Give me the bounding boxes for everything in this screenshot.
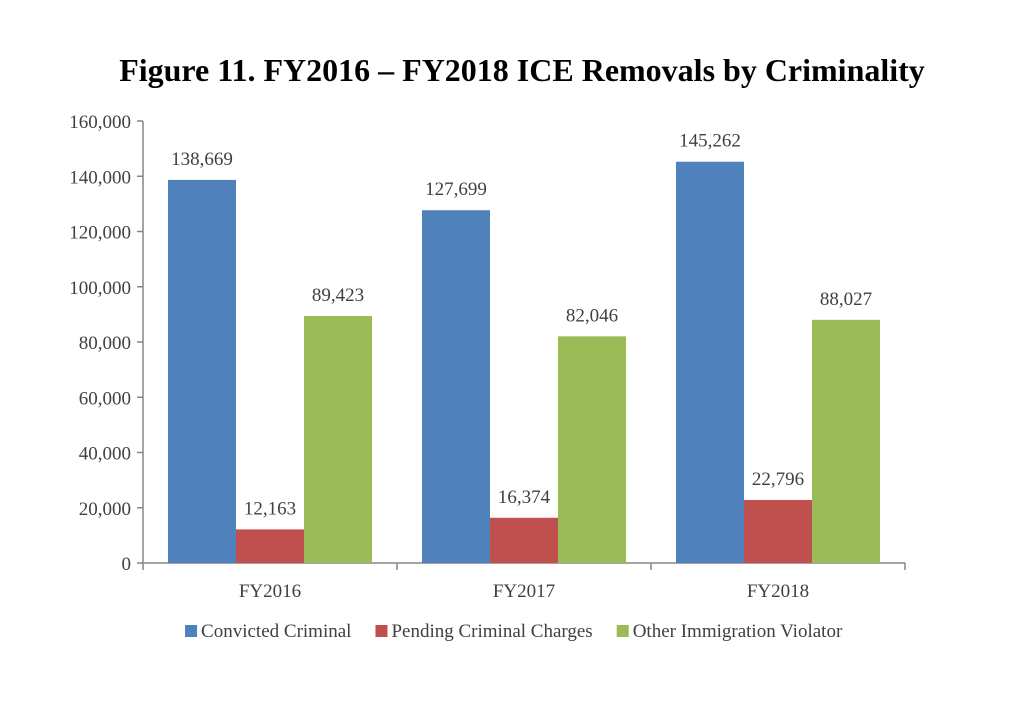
legend-label: Pending Criminal Charges [391, 621, 592, 642]
data-labels: 138,669 12,163 89,423 127,699 16,374 82,046 14… [171, 131, 872, 520]
y-tick-label: 40,000 [79, 444, 131, 465]
data-label: 89,423 [312, 285, 364, 306]
y-tick-label: 120,000 [69, 223, 131, 244]
y-tick-label: 20,000 [79, 499, 131, 520]
data-label: 88,027 [820, 289, 872, 310]
bar-convicted-criminal-fy2016 [168, 179, 236, 563]
bar-other-immigration-violator-fy2016 [304, 315, 372, 563]
legend: Convicted Criminal Pending Criminal Charg… [185, 621, 843, 642]
legend-label: Convicted Criminal [201, 621, 351, 642]
legend-item: Other Immigration Violator [616, 621, 843, 642]
legend-label: Other Immigration Violator [633, 621, 843, 642]
x-tick-label: FY2017 [493, 581, 555, 602]
bar-convicted-criminal-fy2017 [422, 210, 490, 563]
data-label: 138,669 [171, 149, 233, 170]
legend-item: Convicted Criminal [185, 621, 351, 642]
data-label: 22,796 [752, 469, 804, 490]
bar-other-immigration-violator-fy2018 [812, 319, 880, 563]
x-tick-label: FY2018 [747, 581, 809, 602]
y-tick-label: 140,000 [69, 167, 131, 188]
bar-pending-criminal-charges-fy2018 [744, 500, 812, 563]
y-tick-label: 0 [122, 554, 132, 575]
data-label: 127,699 [425, 179, 487, 200]
data-label: 82,046 [566, 305, 618, 326]
y-tick-label: 100,000 [69, 278, 131, 299]
y-tick-label: 160,000 [69, 112, 131, 133]
bars [168, 161, 880, 563]
legend-swatch [185, 625, 198, 637]
bar-pending-criminal-charges-fy2017 [490, 517, 558, 563]
y-tick-label: 80,000 [79, 333, 131, 354]
chart-title: Figure 11. FY2016 – FY2018 ICE Removals … [119, 52, 925, 88]
legend-swatch [375, 625, 388, 637]
data-label: 145,262 [679, 131, 741, 152]
legend-item: Pending Criminal Charges [375, 621, 593, 642]
data-label: 12,163 [244, 498, 296, 519]
legend-swatch [616, 625, 629, 637]
x-tick-label: FY2016 [239, 581, 301, 602]
bar-pending-criminal-charges-fy2016 [236, 529, 304, 563]
bar-other-immigration-violator-fy2017 [558, 336, 626, 563]
data-label: 16,374 [498, 487, 551, 508]
bar-convicted-criminal-fy2018 [676, 161, 744, 563]
y-tick-label: 60,000 [79, 388, 131, 409]
